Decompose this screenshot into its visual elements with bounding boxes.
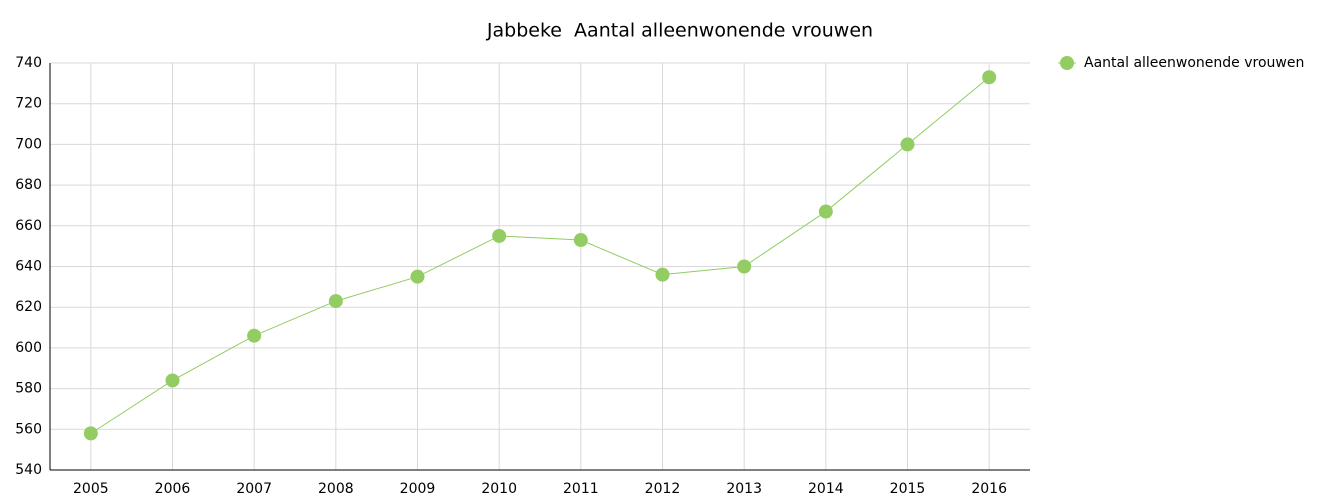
chart-title: Jabbeke Aantal alleenwonende vrouwen <box>486 20 873 42</box>
point <box>655 267 670 282</box>
y-tick-label: 620 <box>15 299 42 315</box>
point <box>247 328 262 343</box>
point <box>410 269 425 284</box>
y-tick-label: 740 <box>15 55 42 71</box>
x-tick-label: 2009 <box>400 481 436 497</box>
point <box>83 426 98 441</box>
legend-label: Aantal alleenwonende vrouwen <box>1084 55 1304 71</box>
y-tick-label: 600 <box>15 340 42 356</box>
x-tick-label: 2014 <box>808 481 844 497</box>
x-tick-label: 2005 <box>73 481 109 497</box>
point <box>573 233 588 248</box>
point <box>737 259 752 274</box>
x-tick-label: 2008 <box>318 481 354 497</box>
point <box>982 70 997 85</box>
line <box>90 76 990 434</box>
x-tick-label: 2016 <box>971 481 1007 497</box>
x-tick-label: 2006 <box>155 481 191 497</box>
y-tick-label: 680 <box>15 177 42 193</box>
y-tick-label: 700 <box>15 136 42 152</box>
point <box>492 228 507 243</box>
x-tick-label: 2013 <box>726 481 762 497</box>
y-tick-label: 540 <box>15 462 42 478</box>
x-tick-label: 2010 <box>481 481 517 497</box>
y-tick-label: 640 <box>15 259 42 275</box>
x-tick-label: 2007 <box>236 481 272 497</box>
x-tick-label: 2011 <box>563 481 599 497</box>
y-tick-label: 580 <box>15 381 42 397</box>
y-tick-label: 720 <box>15 96 42 112</box>
point <box>165 373 180 388</box>
x-tick-label: 2012 <box>645 481 681 497</box>
x-tick-label: 2015 <box>890 481 926 497</box>
point <box>818 204 833 219</box>
y-tick-label: 660 <box>15 218 42 234</box>
point <box>328 294 343 309</box>
legend-marker <box>1060 56 1074 70</box>
y-tick-label: 560 <box>15 421 42 437</box>
point <box>900 137 915 152</box>
